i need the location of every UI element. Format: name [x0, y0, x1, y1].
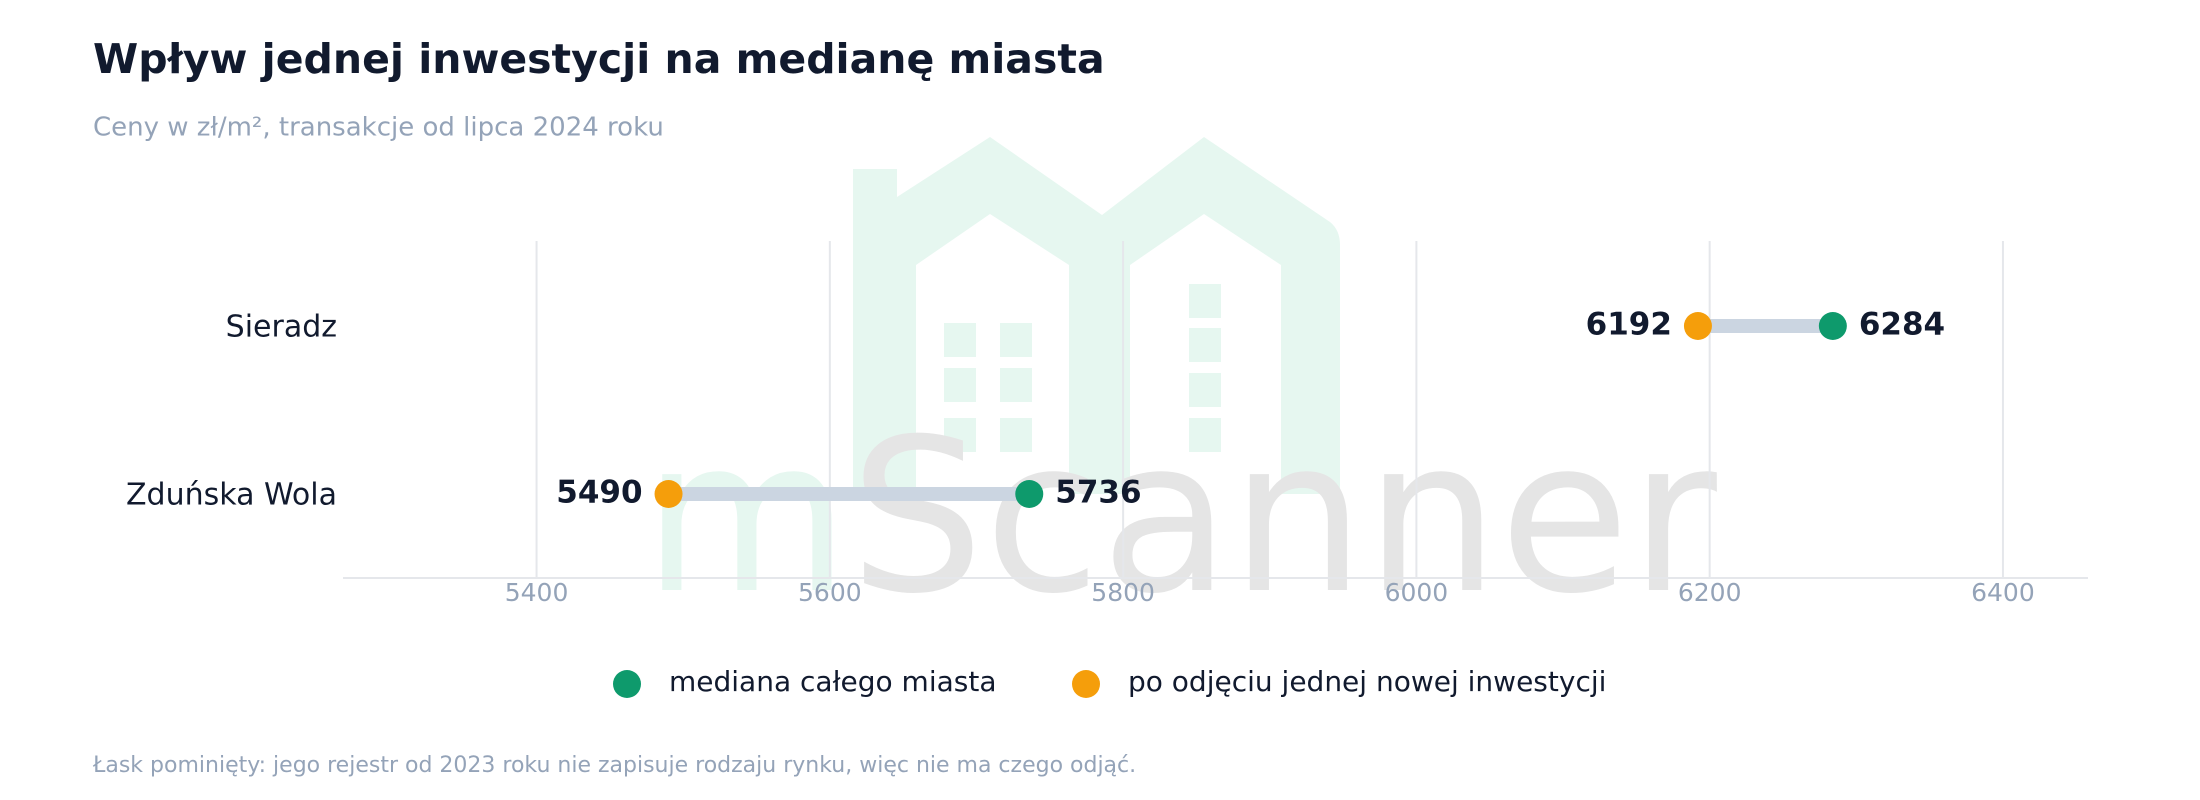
- legend-label: mediana całego miasta: [669, 665, 997, 698]
- x-tick-label: 5600: [798, 578, 862, 607]
- watermark: mScanner: [643, 393, 1718, 640]
- dot: [654, 480, 683, 508]
- data-label: 6284: [1859, 307, 1945, 343]
- chart-title: Wpływ jednej inwestycji na medianę miast…: [93, 35, 1105, 83]
- dot: [1818, 312, 1847, 340]
- x-tick-label: 5800: [1091, 578, 1155, 607]
- legend-marker: [1072, 670, 1100, 698]
- category-label: Zduńska Wola: [126, 478, 337, 513]
- x-tick-label: 6000: [1385, 578, 1449, 607]
- logo-house: [853, 137, 1340, 494]
- dot: [1015, 480, 1044, 508]
- watermark-prefix: m: [643, 393, 850, 640]
- watermark-name: Scanner: [850, 393, 1718, 640]
- category-label: Sieradz: [226, 310, 337, 345]
- x-tick-label: 5400: [505, 578, 569, 607]
- data-label: 6192: [1586, 307, 1672, 343]
- legend-marker: [613, 670, 641, 698]
- chart-subtitle: Ceny w zł/m², transakcje od lipca 2024 r…: [93, 113, 664, 143]
- dot: [1683, 312, 1712, 340]
- data-label: 5490: [556, 475, 642, 511]
- legend-label: po odjęciu jednej nowej inwestycji: [1128, 665, 1606, 698]
- x-tick-label: 6400: [1971, 578, 2035, 607]
- footnote: Łask pominięty: jego rejestr od 2023 rok…: [92, 753, 1136, 778]
- x-tick-label: 6200: [1678, 578, 1742, 607]
- data-label: 5736: [1055, 475, 1141, 511]
